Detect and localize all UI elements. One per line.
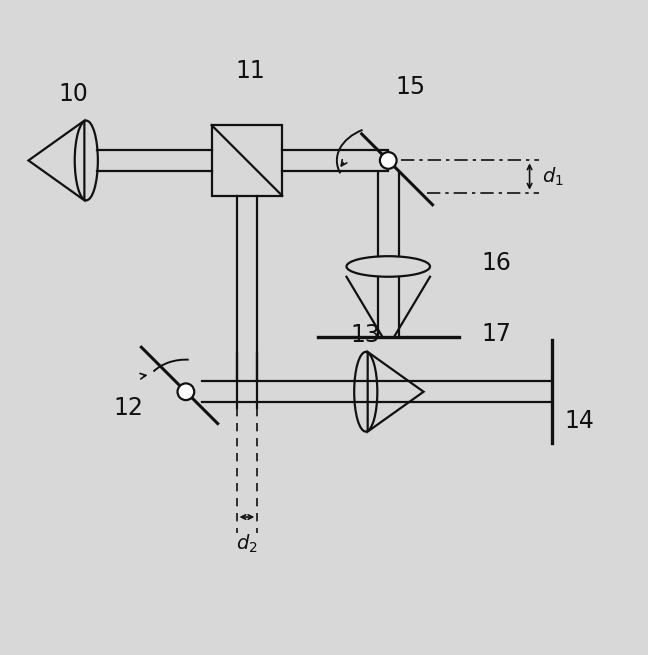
Text: 17: 17	[481, 322, 511, 346]
Text: 13: 13	[351, 323, 380, 346]
Text: 11: 11	[235, 60, 265, 83]
Text: $d_1$: $d_1$	[542, 165, 564, 188]
Text: 16: 16	[481, 252, 511, 275]
Circle shape	[380, 152, 397, 169]
Text: $d_2$: $d_2$	[236, 533, 258, 555]
Text: 12: 12	[113, 396, 143, 420]
Text: 15: 15	[396, 75, 426, 100]
Text: 14: 14	[565, 409, 595, 433]
Circle shape	[178, 383, 194, 400]
Text: 10: 10	[58, 82, 88, 106]
